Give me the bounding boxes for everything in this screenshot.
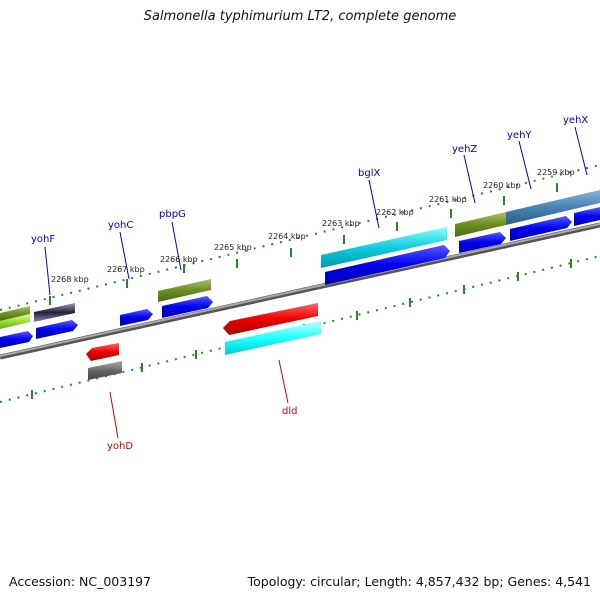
gene-label-dld[interactable]: dld xyxy=(282,406,297,417)
scale-labels: 2268 kbp 2267 kbp 2266 kbp 2265 kbp 2264… xyxy=(51,168,575,284)
cds-arrow-yohC xyxy=(120,309,153,326)
cog-block-yohF xyxy=(34,303,75,322)
gene-label-bglX[interactable]: bglX xyxy=(358,168,380,179)
leader-yehY xyxy=(518,140,532,190)
leader-dld xyxy=(278,359,289,404)
gene-label-yehZ[interactable]: yehZ xyxy=(452,144,477,155)
gene-label-pbpG[interactable]: pbpG xyxy=(159,209,186,220)
scale-label: 2260 kbp xyxy=(483,181,521,190)
gene-label-yohD[interactable]: yohD xyxy=(107,441,133,452)
cog-block xyxy=(0,314,30,329)
cog-track-forward xyxy=(0,190,600,329)
cds-arrow-dld xyxy=(223,303,318,335)
inner-dotted-ruler xyxy=(0,255,600,403)
cog-block-bglX xyxy=(321,227,447,268)
gene-label-yehY[interactable]: yehY xyxy=(507,130,532,141)
gene-leaders xyxy=(44,126,588,439)
leader-yohF xyxy=(44,246,51,296)
cog-block-pbpG xyxy=(158,279,211,302)
scale-label: 2263 kbp xyxy=(322,219,360,228)
cog-block-yohD xyxy=(88,361,122,380)
scale-label: 2267 kbp xyxy=(107,265,145,274)
scale-label: 2266 kbp xyxy=(160,255,198,264)
gene-label-yohC[interactable]: yohC xyxy=(108,220,133,231)
gene-labels: yohF yohC pbpG bglX yehZ yehY yehX yohD … xyxy=(31,115,588,452)
cds-arrow-bglX xyxy=(325,245,450,285)
cds-arrow xyxy=(0,331,33,348)
genome-backbone xyxy=(0,222,600,360)
scale-label: 2265 kbp xyxy=(214,243,252,252)
cog-track-reverse xyxy=(88,321,321,380)
leader-yohD xyxy=(109,391,119,439)
cog-block-yehZ xyxy=(455,212,506,237)
cog-block xyxy=(0,306,30,321)
scale-label: 2264 kbp xyxy=(268,232,306,241)
gene-label-yehX[interactable]: yehX xyxy=(563,115,588,126)
scale-label: 2259 kbp xyxy=(537,168,575,177)
leader-pbpG xyxy=(171,221,182,271)
scale-label: 2268 kbp xyxy=(51,275,89,284)
scale-label: 2261 kbp xyxy=(429,195,467,204)
scale-label: 2262 kbp xyxy=(376,208,414,217)
cds-arrow-yehY xyxy=(510,216,572,241)
cds-arrow-yehX xyxy=(574,207,600,226)
backbone-highlight xyxy=(0,223,600,357)
cds-arrow-pbpG xyxy=(162,296,213,318)
cds-track-reverse xyxy=(86,303,318,361)
leader-yohC xyxy=(119,231,130,280)
accession-label: Accession: NC_003197 xyxy=(9,574,152,589)
genome-stats: Topology: circular; Length: 4,857,432 bp… xyxy=(247,574,591,589)
cds-arrow-yehZ xyxy=(459,232,506,253)
outer-tick-track xyxy=(0,164,600,311)
leader-yehZ xyxy=(463,154,476,204)
leader-bglX xyxy=(368,179,380,229)
cog-block-dld xyxy=(225,321,321,355)
outer-dotted-ruler xyxy=(0,164,600,311)
map-title: Salmonella typhimurium LT2, complete gen… xyxy=(143,9,457,24)
gene-label-yohF[interactable]: yohF xyxy=(31,234,55,245)
cds-arrow-yohF xyxy=(36,320,78,339)
leader-yehX xyxy=(574,126,588,176)
cds-arrow-yohD xyxy=(86,343,119,361)
cds-track-forward xyxy=(0,207,600,348)
cog-block-yehY-yehX xyxy=(506,190,600,225)
